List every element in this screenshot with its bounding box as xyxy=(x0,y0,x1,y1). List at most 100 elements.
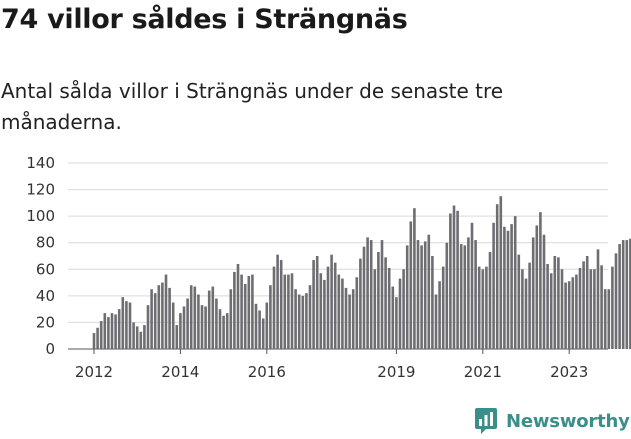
bar xyxy=(521,269,524,349)
bar xyxy=(600,265,603,349)
bar xyxy=(492,222,495,349)
bar xyxy=(215,298,218,349)
y-tick-label: 140 xyxy=(26,154,55,172)
bar xyxy=(517,254,521,349)
bar xyxy=(99,321,103,349)
bar xyxy=(276,254,279,349)
bar xyxy=(391,286,395,349)
bar xyxy=(369,240,373,349)
bar xyxy=(560,269,564,349)
bar xyxy=(233,271,236,349)
bar xyxy=(272,266,276,349)
bar xyxy=(225,313,229,349)
bar xyxy=(351,289,355,349)
bar xyxy=(204,306,207,349)
bar xyxy=(171,302,175,349)
bar xyxy=(387,267,391,349)
bar xyxy=(261,318,265,349)
bar xyxy=(427,234,431,349)
bar xyxy=(182,306,186,349)
newsworthy-logo-text: Newsworthy xyxy=(506,410,630,432)
bar xyxy=(456,210,459,349)
bar xyxy=(330,254,333,349)
bar xyxy=(132,322,135,349)
bar xyxy=(625,240,629,349)
bar xyxy=(323,279,326,349)
bar xyxy=(92,333,96,349)
bar xyxy=(575,274,578,349)
bar xyxy=(503,226,506,349)
bar xyxy=(459,244,463,349)
bar xyxy=(96,327,99,349)
bar xyxy=(315,256,319,349)
bar xyxy=(150,289,153,349)
newsworthy-logo-icon xyxy=(475,408,497,434)
bar xyxy=(539,212,542,349)
bar xyxy=(380,240,384,349)
bar xyxy=(146,305,150,349)
bar xyxy=(308,285,312,349)
y-tick-label: 60 xyxy=(36,260,55,278)
bar xyxy=(531,237,535,349)
bar xyxy=(128,302,132,349)
bar xyxy=(398,278,402,349)
bar xyxy=(243,283,247,349)
y-tick-label: 40 xyxy=(36,287,55,305)
bar xyxy=(333,262,337,349)
bar xyxy=(506,230,510,349)
y-tick-label: 0 xyxy=(45,340,55,358)
bar xyxy=(103,313,107,349)
bar xyxy=(193,286,197,349)
bar xyxy=(607,289,611,349)
bar xyxy=(405,245,409,349)
bar xyxy=(452,205,456,349)
bar xyxy=(513,216,517,349)
bar xyxy=(528,262,531,349)
bar xyxy=(143,325,146,349)
bar xyxy=(200,305,204,349)
bar xyxy=(434,294,438,349)
bar xyxy=(179,313,182,349)
bar xyxy=(125,301,128,349)
bar xyxy=(283,274,287,349)
bar xyxy=(481,269,485,349)
bar xyxy=(510,224,513,349)
bar xyxy=(362,246,366,349)
bar xyxy=(618,244,621,349)
bar xyxy=(366,237,369,349)
bar xyxy=(240,274,243,349)
bar xyxy=(542,234,546,349)
y-tick-label: 100 xyxy=(26,207,55,225)
bar xyxy=(441,266,445,349)
chart-title: 74 villor såldes i Strängnäs xyxy=(1,4,408,35)
bar xyxy=(344,287,348,349)
bar xyxy=(373,269,377,349)
bar xyxy=(524,278,528,349)
bar xyxy=(164,274,168,349)
bar xyxy=(279,259,283,349)
bar xyxy=(294,289,297,349)
bar xyxy=(189,285,193,349)
bar xyxy=(431,256,434,349)
bar xyxy=(186,298,189,349)
x-tick-label: 2014 xyxy=(161,363,199,381)
newsworthy-logo[interactable]: Newsworthy xyxy=(474,407,630,435)
bar xyxy=(114,314,117,349)
bar xyxy=(175,325,179,349)
y-tick-label: 80 xyxy=(36,234,55,252)
bar xyxy=(107,317,110,349)
bar xyxy=(161,282,164,349)
bar xyxy=(449,213,452,349)
bar xyxy=(287,274,290,349)
bar xyxy=(485,266,488,349)
bar xyxy=(553,256,557,349)
bar xyxy=(578,267,582,349)
bar xyxy=(117,309,121,349)
bar xyxy=(229,289,233,349)
y-tick-label: 120 xyxy=(26,181,55,199)
bar xyxy=(445,242,449,349)
bar xyxy=(603,289,607,349)
bar xyxy=(621,240,625,349)
bar xyxy=(593,269,596,349)
